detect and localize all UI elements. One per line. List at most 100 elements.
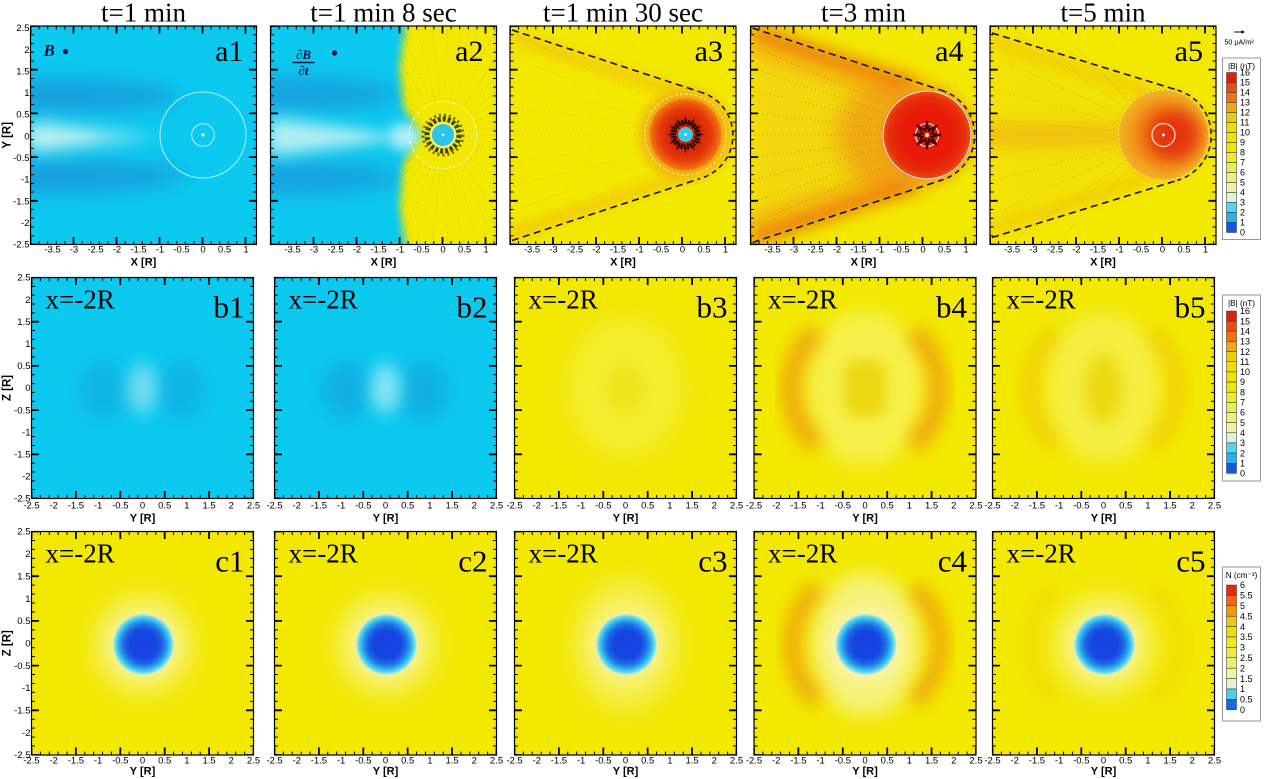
- svg-text:∂B: ∂B: [296, 47, 311, 62]
- svg-text:Y [R]: Y [R]: [613, 766, 639, 778]
- svg-text:0: 0: [25, 639, 30, 650]
- svg-text:2: 2: [25, 549, 30, 560]
- svg-text:2: 2: [1240, 448, 1245, 458]
- svg-text:0: 0: [140, 501, 145, 512]
- svg-text:-2: -2: [353, 245, 361, 256]
- svg-text:0: 0: [1240, 705, 1245, 715]
- svg-text:3: 3: [1240, 198, 1245, 208]
- svg-text:0.5: 0.5: [697, 245, 710, 256]
- svg-text:-1: -1: [94, 501, 102, 512]
- svg-text:2: 2: [24, 45, 29, 56]
- svg-text:2: 2: [229, 501, 234, 512]
- svg-text:2.5: 2.5: [17, 527, 30, 538]
- svg-text:1.5: 1.5: [1163, 501, 1176, 512]
- svg-text:-0.5: -0.5: [595, 501, 611, 512]
- svg-text:x=-2R: x=-2R: [768, 285, 837, 315]
- svg-text:5.5: 5.5: [1240, 591, 1253, 601]
- svg-text:2.5: 2.5: [1208, 501, 1221, 512]
- svg-text:12: 12: [1240, 108, 1250, 118]
- svg-text:b3: b3: [697, 290, 728, 325]
- svg-text:10: 10: [1240, 367, 1250, 377]
- svg-text:16: 16: [1240, 68, 1250, 78]
- svg-text:-2.5: -2.5: [807, 245, 823, 256]
- svg-text:X [R]: X [R]: [131, 257, 157, 269]
- svg-text:2: 2: [712, 501, 717, 512]
- svg-text:1: 1: [1240, 458, 1245, 468]
- svg-text:-1: -1: [337, 501, 345, 512]
- svg-text:-1: -1: [94, 756, 102, 767]
- svg-text:6: 6: [1240, 408, 1245, 418]
- svg-text:2: 2: [472, 756, 477, 767]
- svg-text:2.5: 2.5: [17, 273, 30, 284]
- svg-text:t=3 min: t=3 min: [821, 0, 906, 28]
- svg-text:-1.5: -1.5: [68, 501, 84, 512]
- svg-text:-0.5: -0.5: [653, 245, 669, 256]
- svg-text:-3.5: -3.5: [1004, 245, 1020, 256]
- svg-text:6: 6: [1240, 168, 1245, 178]
- svg-text:-2: -2: [292, 501, 300, 512]
- svg-text:13: 13: [1240, 98, 1250, 108]
- svg-text:2.5: 2.5: [490, 756, 503, 767]
- svg-text:1.5: 1.5: [925, 501, 938, 512]
- svg-text:a4: a4: [935, 35, 963, 68]
- svg-text:0: 0: [383, 501, 388, 512]
- svg-text:0.5: 0.5: [641, 756, 654, 767]
- svg-text:-3: -3: [1029, 245, 1037, 256]
- svg-text:-3: -3: [70, 245, 78, 256]
- svg-text:2.5: 2.5: [247, 501, 260, 512]
- svg-text:-2: -2: [1010, 501, 1018, 512]
- svg-text:0: 0: [140, 756, 145, 767]
- svg-text:2.5: 2.5: [969, 501, 982, 512]
- svg-text:x=-2R: x=-2R: [1007, 539, 1076, 569]
- svg-text:0.5: 0.5: [158, 756, 171, 767]
- svg-text:-0.5: -0.5: [893, 245, 909, 256]
- svg-text:2: 2: [951, 756, 956, 767]
- svg-text:8: 8: [1240, 148, 1245, 158]
- svg-text:2.5: 2.5: [730, 501, 743, 512]
- svg-text:-1.5: -1.5: [610, 245, 626, 256]
- svg-text:-0.5: -0.5: [14, 405, 30, 416]
- svg-text:9: 9: [1240, 138, 1245, 148]
- svg-text:0: 0: [440, 245, 445, 256]
- svg-text:-2.5: -2.5: [23, 501, 39, 512]
- svg-text:Y [R]: Y [R]: [852, 766, 878, 778]
- svg-text:Y [R]: Y [R]: [373, 513, 399, 525]
- svg-text:0.5: 0.5: [16, 110, 29, 121]
- svg-text:-0.5: -0.5: [355, 756, 371, 767]
- svg-text:0.5: 0.5: [881, 501, 894, 512]
- svg-text:2: 2: [712, 756, 717, 767]
- svg-text:0.5: 0.5: [1177, 245, 1190, 256]
- svg-text:1.5: 1.5: [202, 756, 215, 767]
- svg-text:0.5: 0.5: [17, 616, 30, 627]
- svg-text:-1.5: -1.5: [790, 501, 806, 512]
- svg-text:-3.5: -3.5: [284, 245, 300, 256]
- svg-text:-1.5: -1.5: [13, 196, 29, 207]
- svg-text:0.5: 0.5: [1119, 756, 1132, 767]
- svg-text:t=1 min: t=1 min: [101, 0, 186, 28]
- svg-text:5: 5: [1240, 601, 1245, 611]
- svg-text:X [R]: X [R]: [610, 257, 636, 269]
- svg-text:-1: -1: [1055, 501, 1063, 512]
- svg-text:t=1 min 8 sec: t=1 min 8 sec: [310, 0, 456, 28]
- svg-text:3.5: 3.5: [1240, 632, 1253, 642]
- svg-text:-0.5: -0.5: [112, 501, 128, 512]
- svg-text:1: 1: [24, 88, 29, 99]
- svg-text:Z [R]: Z [R]: [1, 630, 13, 656]
- svg-text:X [R]: X [R]: [371, 257, 397, 269]
- svg-text:-2.5: -2.5: [327, 245, 343, 256]
- svg-text:0: 0: [623, 501, 628, 512]
- svg-text:x=-2R: x=-2R: [289, 539, 358, 569]
- svg-text:-0.5: -0.5: [1133, 245, 1149, 256]
- svg-text:Z [R]: Z [R]: [2, 375, 14, 401]
- svg-text:50 µA/m²: 50 µA/m²: [1224, 38, 1254, 47]
- svg-text:-3.5: -3.5: [44, 245, 60, 256]
- svg-text:1: 1: [1240, 684, 1245, 694]
- svg-text:-0.5: -0.5: [14, 661, 30, 672]
- svg-text:-2.5: -2.5: [567, 245, 583, 256]
- svg-text:b5: b5: [1175, 290, 1206, 325]
- svg-text:x=-2R: x=-2R: [289, 285, 358, 315]
- svg-text:1: 1: [723, 245, 728, 256]
- svg-text:-1.5: -1.5: [130, 245, 146, 256]
- svg-text:-1: -1: [22, 683, 30, 694]
- svg-text:1: 1: [483, 245, 488, 256]
